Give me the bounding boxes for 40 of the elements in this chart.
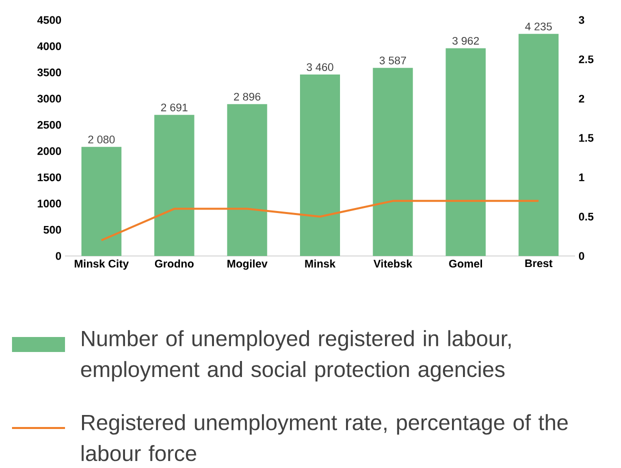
y2-tick-label: 1 [579,174,584,182]
bar [300,74,340,256]
y-tick-label: 1000 [38,200,62,208]
x-tick-label: Minsk City [74,260,129,270]
y-tick-label: 4000 [37,42,62,50]
y2-tick-label: 1.5 [579,134,594,142]
data-label: 3 460 [306,63,334,72]
data-label: 4 235 [525,22,552,30]
x-tick-label: Gomel [449,260,482,268]
data-label: 3 962 [452,36,479,45]
bar [227,104,268,256]
data-label: 3 587 [380,56,406,64]
y-tick-label: 3000 [37,94,62,103]
bar [446,48,486,256]
legend-label: Number of unemployed registered in labour, employment and social protection agencies [81,330,511,382]
legend-label: Registered unemployment rate, percentage of the labour force [82,414,568,462]
y2-tick-label: 3 [578,16,584,24]
bar [154,114,194,256]
y-tick-label: 3500 [37,68,62,76]
y-tick-label: 1500 [38,173,62,182]
y-tick-label: 500 [44,226,62,234]
x-tick-label: Brest [525,260,552,268]
y-tick-label: 2000 [37,147,62,155]
y-tick-label: 0 [56,252,62,260]
x-tick-label: Grodno [154,260,194,268]
y2-tick-label: 2 [578,94,584,102]
data-label: 2 080 [88,136,115,144]
y-tick-label: 2500 [37,121,62,129]
y2-tick-label: 0 [578,252,584,260]
data-label: 2 896 [234,92,260,101]
x-tick-label: Minsk [305,260,336,268]
x-tick-label: Vitebsk [374,260,412,268]
y-tick-label: 4500 [37,16,62,24]
bar [518,34,559,256]
y2-tick-label: 0.5 [578,212,594,221]
data-label: 2 691 [161,104,188,112]
x-tick-label: Mogilev [227,260,268,270]
y2-tick-label: 2.5 [578,55,594,64]
bar [372,68,413,256]
bar [81,146,122,256]
